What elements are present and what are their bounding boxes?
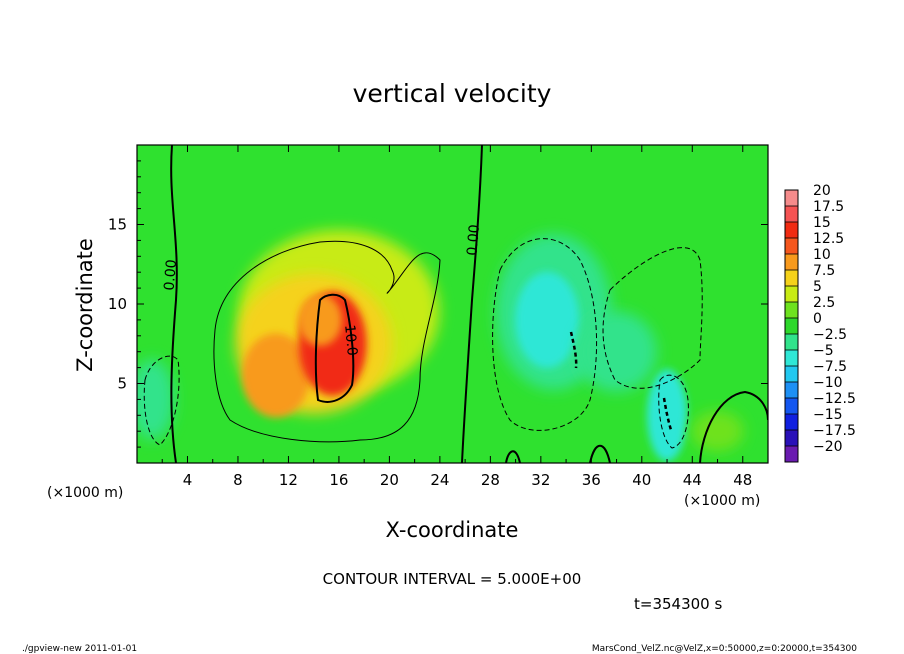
contour-line-10	[699, 390, 768, 463]
x-tick-label: 4	[183, 471, 193, 489]
x-tick-label: 36	[582, 471, 601, 489]
contour-line-1	[461, 145, 483, 463]
colorbar-swatch	[785, 446, 798, 463]
colorbar-swatch	[785, 430, 798, 447]
colorbar-label: −15	[813, 407, 843, 423]
colorbar-swatch	[785, 318, 798, 335]
colorbar-label: 17.5	[813, 199, 844, 215]
x-tick-label: 16	[329, 471, 348, 489]
x-unit-right: (×1000 m)	[684, 493, 760, 509]
colorbar-label: 5	[813, 279, 822, 295]
colorbar-label: 0	[813, 311, 822, 327]
colorbar-swatch	[785, 366, 798, 383]
contour-lines	[143, 145, 768, 463]
x-tick-label: 28	[481, 471, 500, 489]
time-text: t=354300 s	[634, 595, 722, 613]
velocity-field	[137, 229, 744, 462]
colorbar-swatch	[785, 302, 798, 319]
x-tick-label: 48	[733, 471, 752, 489]
colorbar-swatch	[785, 350, 798, 367]
colorbar-swatch	[785, 334, 798, 351]
x-tick-label: 12	[279, 471, 298, 489]
colorbar-label: −7.5	[813, 359, 847, 375]
contour-interval-text: CONTOUR INTERVAL = 5.000E+00	[323, 570, 582, 588]
colorbar-swatch	[785, 206, 798, 223]
contour-line-7	[658, 374, 689, 449]
contour-label: 0.00	[162, 259, 181, 291]
contour-line-5	[602, 247, 703, 389]
colorbar-label: −17.5	[813, 423, 856, 439]
y-tick-label: 15	[108, 216, 127, 234]
field-blob-4	[297, 293, 342, 346]
contour-line-0	[170, 145, 178, 463]
colorbar-swatch	[785, 190, 798, 207]
colorbar-label: 10	[813, 247, 831, 263]
field-blob-10	[691, 411, 744, 452]
chart-title: vertical velocity	[353, 79, 552, 108]
plot-area	[137, 145, 768, 463]
colorbar-label: 12.5	[813, 231, 844, 247]
colorbar-label: −20	[813, 439, 843, 455]
colorbar-label: 2.5	[813, 295, 835, 311]
colorbar: 2017.51512.5107.552.50−2.5−5−7.5−10−12.5…	[784, 183, 856, 463]
colorbar-label: 20	[813, 183, 831, 199]
field-blob-8	[576, 311, 657, 392]
colorbar-swatch	[785, 254, 798, 271]
colorbar-swatch	[785, 238, 798, 255]
x-tick-label: 8	[233, 471, 243, 489]
y-tick-label: 5	[117, 375, 127, 393]
y-tick-label: 10	[108, 295, 127, 313]
contour-label: 0.00	[464, 224, 483, 256]
colorbar-label: −5	[813, 343, 834, 359]
contour-line-11	[505, 450, 521, 463]
colorbar-swatch	[785, 270, 798, 287]
x-tick-label: 32	[531, 471, 550, 489]
y-axis: 5 10 15	[108, 160, 768, 448]
contour-labels: 0.00 0.00 10.0	[162, 224, 484, 357]
y-axis-label: Z-coordinate	[73, 238, 97, 372]
field-blob-6	[515, 271, 580, 368]
x-axis: 4 8 12 16 20 24 28 32 36 40 44 48	[161, 145, 769, 489]
footer-right: MarsCond_VelZ.nc@VelZ,x=0:50000,z=0:2000…	[592, 644, 857, 654]
x-tick-label: 40	[632, 471, 651, 489]
colorbar-label: −12.5	[813, 391, 856, 407]
x-tick-label: 24	[430, 471, 449, 489]
colorbar-swatch	[785, 382, 798, 399]
colorbar-swatch	[785, 222, 798, 239]
colorbar-label: −2.5	[813, 327, 847, 343]
contour-line-3	[213, 240, 441, 443]
contour-line-4	[492, 238, 598, 431]
colorbar-swatch	[785, 414, 798, 431]
field-blob-9	[137, 359, 175, 440]
contour-line-2	[314, 293, 355, 403]
contour-line-8	[569, 331, 578, 369]
x-tick-label: 44	[683, 471, 702, 489]
colorbar-label: 15	[813, 215, 831, 231]
colorbar-swatch	[785, 286, 798, 303]
x-axis-label: X-coordinate	[386, 518, 519, 542]
footer-left: ./gpview-new 2011-01-01	[22, 644, 137, 654]
x-unit-left: (×1000 m)	[47, 485, 123, 501]
x-tick-label: 20	[380, 471, 399, 489]
contour-line-9	[662, 397, 673, 431]
contour-line-6	[143, 355, 180, 446]
field-blob-2	[241, 333, 310, 418]
colorbar-label: 7.5	[813, 263, 835, 279]
contour-label: 10.0	[341, 324, 360, 356]
colorbar-swatch	[785, 398, 798, 415]
colorbar-label: −10	[813, 375, 843, 391]
